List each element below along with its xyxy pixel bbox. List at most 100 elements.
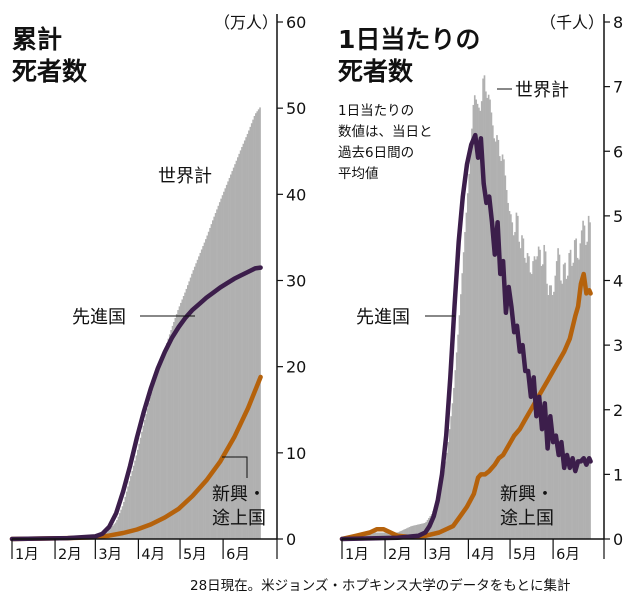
bar-world-total bbox=[184, 292, 186, 539]
bar-world-total bbox=[405, 528, 408, 539]
bar-world-total bbox=[469, 152, 472, 539]
bar-world-total bbox=[550, 285, 552, 539]
bar-world-total bbox=[501, 154, 504, 540]
x-tick-label: 4月 bbox=[471, 547, 495, 563]
y-tick-label: 0 bbox=[613, 530, 623, 549]
label-world-total: 世界計 bbox=[515, 80, 569, 101]
bar-world-total bbox=[517, 215, 519, 540]
bar-world-total bbox=[579, 243, 582, 539]
bar-world-total bbox=[518, 241, 521, 539]
bar-world-total bbox=[462, 252, 465, 540]
bar-world-total bbox=[483, 75, 486, 539]
bar-world-total bbox=[507, 202, 509, 539]
bar-world-total bbox=[209, 227, 211, 539]
y-tick-label: 60 bbox=[286, 13, 306, 32]
bar-world-total bbox=[128, 481, 131, 539]
bar-world-total bbox=[480, 101, 483, 540]
bar-world-total bbox=[522, 238, 525, 540]
bar-world-total bbox=[529, 272, 532, 539]
bar-world-total bbox=[230, 174, 232, 539]
chart-title-line-1: 1日当たりの bbox=[338, 25, 480, 54]
bar-world-total bbox=[512, 235, 515, 539]
bar-world-total bbox=[525, 262, 527, 539]
bar-world-total bbox=[224, 188, 227, 540]
bar-world-total bbox=[141, 431, 143, 539]
bar-world-total bbox=[573, 240, 576, 540]
bar-world-total bbox=[580, 230, 583, 540]
bar-world-total bbox=[450, 416, 452, 539]
bar-world-total bbox=[242, 143, 245, 539]
bar-world-total bbox=[167, 338, 170, 539]
y-tick-label: 4 bbox=[613, 272, 623, 291]
bar-world-total bbox=[373, 532, 376, 539]
bar-world-total bbox=[404, 528, 407, 539]
bar-world-total bbox=[567, 275, 569, 539]
bar-world-total bbox=[207, 231, 210, 540]
x-tick-label: 5月 bbox=[513, 547, 537, 563]
bar-world-total bbox=[473, 95, 476, 540]
bar-world-total bbox=[523, 257, 526, 539]
y-tick-label: 6 bbox=[613, 142, 623, 161]
bar-world-total bbox=[113, 524, 116, 539]
bar-world-total bbox=[195, 263, 197, 539]
bar-world-total bbox=[166, 342, 168, 539]
bar-world-total bbox=[132, 465, 135, 539]
bar-world-total bbox=[252, 119, 254, 539]
bar-world-total bbox=[408, 527, 411, 539]
bar-world-total bbox=[192, 270, 195, 539]
bar-world-total bbox=[130, 476, 132, 539]
x-tick-label: 1月 bbox=[15, 547, 39, 563]
bar-world-total bbox=[457, 334, 459, 539]
y-tick-label: 5 bbox=[613, 207, 623, 226]
bar-world-total bbox=[239, 150, 242, 539]
bar-world-total bbox=[478, 107, 480, 539]
bar-world-total bbox=[241, 147, 243, 539]
bar-world-total bbox=[443, 470, 446, 539]
bar-world-total bbox=[146, 408, 149, 539]
bar-world-total bbox=[508, 211, 511, 539]
bar-world-total bbox=[255, 113, 257, 539]
bar-world-total bbox=[135, 455, 138, 539]
bar-world-total bbox=[227, 181, 229, 539]
bar-world-total bbox=[583, 225, 586, 539]
note-line-2: 数値は、当日と bbox=[338, 124, 433, 140]
label-developing-line-2: 途上国 bbox=[500, 508, 554, 529]
bar-world-total bbox=[232, 167, 235, 539]
bar-world-total bbox=[544, 251, 547, 540]
bar-world-total bbox=[417, 524, 419, 539]
bar-world-total bbox=[526, 253, 529, 539]
bar-world-total bbox=[212, 220, 214, 540]
x-tick-label: 4月 bbox=[141, 547, 165, 563]
bar-world-total bbox=[432, 511, 434, 539]
bar-world-total bbox=[586, 241, 589, 539]
bar-world-total bbox=[435, 503, 437, 539]
bar-world-total bbox=[188, 281, 191, 539]
y-axis-ticks: 0 10 20 30 40 50 60 bbox=[276, 13, 306, 549]
bar-world-total bbox=[171, 325, 174, 539]
bar-world-total bbox=[371, 532, 373, 539]
chart-title-line-2: 死者数 bbox=[338, 57, 414, 86]
bar-world-total bbox=[134, 460, 136, 539]
bar-world-total bbox=[565, 278, 568, 539]
bar-world-total bbox=[170, 330, 172, 539]
bar-world-total bbox=[471, 128, 473, 539]
bar-world-total bbox=[187, 285, 189, 539]
label-developing-line-1: 新興・ bbox=[212, 484, 266, 505]
bar-world-total bbox=[206, 235, 209, 539]
bar-world-total bbox=[368, 532, 371, 539]
bar-world-total bbox=[152, 387, 154, 539]
bar-world-total bbox=[587, 215, 590, 540]
bar-world-total bbox=[205, 239, 207, 539]
bar-world-total bbox=[576, 257, 579, 539]
bar-world-total bbox=[112, 525, 114, 539]
y-tick-label: 40 bbox=[286, 185, 306, 204]
bar-world-total bbox=[382, 532, 384, 539]
bar-world-total bbox=[575, 238, 577, 540]
bar-world-total bbox=[569, 249, 572, 540]
bar-world-total bbox=[498, 156, 501, 539]
y-axis-unit: （千人） bbox=[540, 13, 604, 32]
bar-world-total bbox=[189, 277, 192, 539]
x-tick-label: 2月 bbox=[58, 547, 82, 563]
bar-world-total bbox=[589, 222, 591, 539]
